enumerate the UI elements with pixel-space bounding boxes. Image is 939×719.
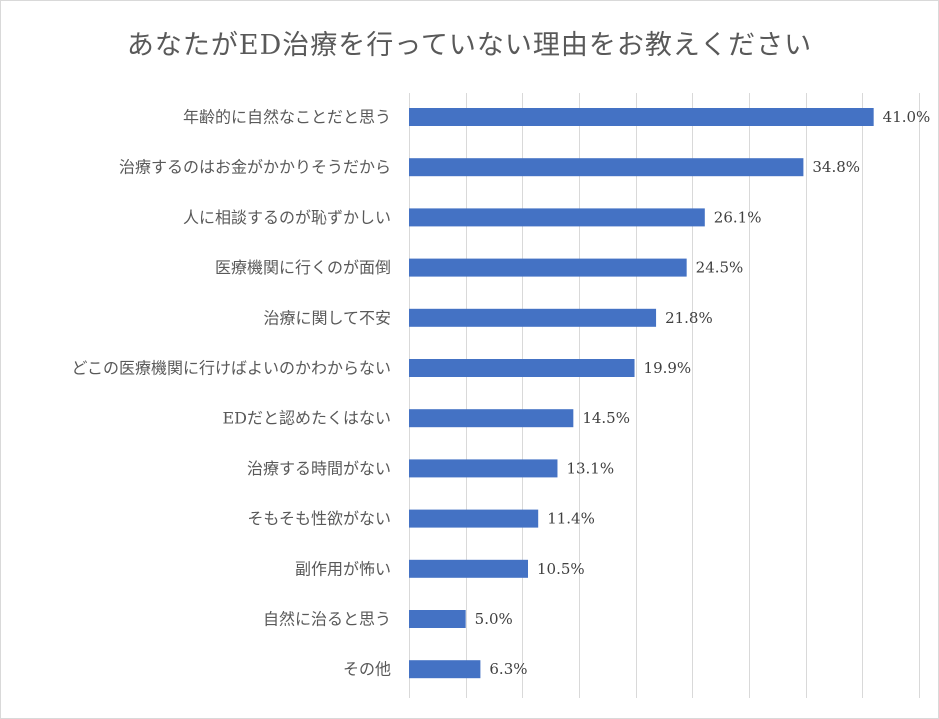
bar (409, 308, 657, 327)
value-label: 11.4% (547, 510, 595, 528)
bars (409, 108, 874, 679)
bar (409, 509, 539, 528)
value-label: 19.9% (644, 359, 692, 377)
value-labels: 41.0% 34.8% 26.1% 24.5% 21.8% 19.9% 14.5% 13.1%… (475, 108, 931, 678)
category-label: 医療機関に行くのが面倒 (215, 258, 391, 277)
bar (409, 559, 528, 578)
bar (409, 208, 705, 227)
bar (409, 610, 466, 628)
value-label: 5.0% (475, 610, 513, 628)
bar (409, 359, 635, 377)
value-label: 26.1% (714, 208, 762, 226)
value-label: 34.8% (812, 158, 860, 176)
bar (409, 409, 574, 428)
category-label: そもそも性欲がない (247, 509, 391, 528)
category-label: その他 (343, 660, 391, 679)
category-label: 人に相談するのが恥ずかしい (183, 208, 391, 227)
category-label: EDだと認めたくはない (222, 409, 391, 428)
category-label: どこの医療機関に行けばよいのかわからない (71, 359, 391, 378)
value-label: 10.5% (537, 560, 585, 578)
bar (409, 158, 804, 177)
category-label: 自然に治ると思う (263, 610, 391, 629)
category-label: 年齢的に自然なことだと思う (183, 108, 391, 127)
category-label: 治療に関して不安 (263, 308, 391, 327)
bar (409, 660, 481, 679)
value-label: 14.5% (582, 409, 630, 427)
bar (409, 459, 558, 478)
value-label: 41.0% (883, 108, 931, 126)
category-labels: 年齢的に自然なことだと思う治療するのはお金がかかりそうだから人に相談するのが恥ず… (71, 108, 391, 679)
value-label: 24.5% (696, 259, 744, 277)
x-gridlines (409, 93, 920, 698)
category-label: 治療するのはお金がかかりそうだから (119, 158, 391, 177)
bar (409, 258, 687, 277)
category-label: 治療する時間がない (247, 459, 391, 478)
category-label: 副作用が怖い (295, 559, 391, 578)
chart-title: あなたがED治療を行っていない理由をお教えください (126, 30, 813, 61)
value-label: 13.1% (566, 459, 614, 477)
bar (409, 108, 874, 126)
value-label: 21.8% (665, 309, 713, 327)
value-label: 6.3% (489, 660, 527, 678)
